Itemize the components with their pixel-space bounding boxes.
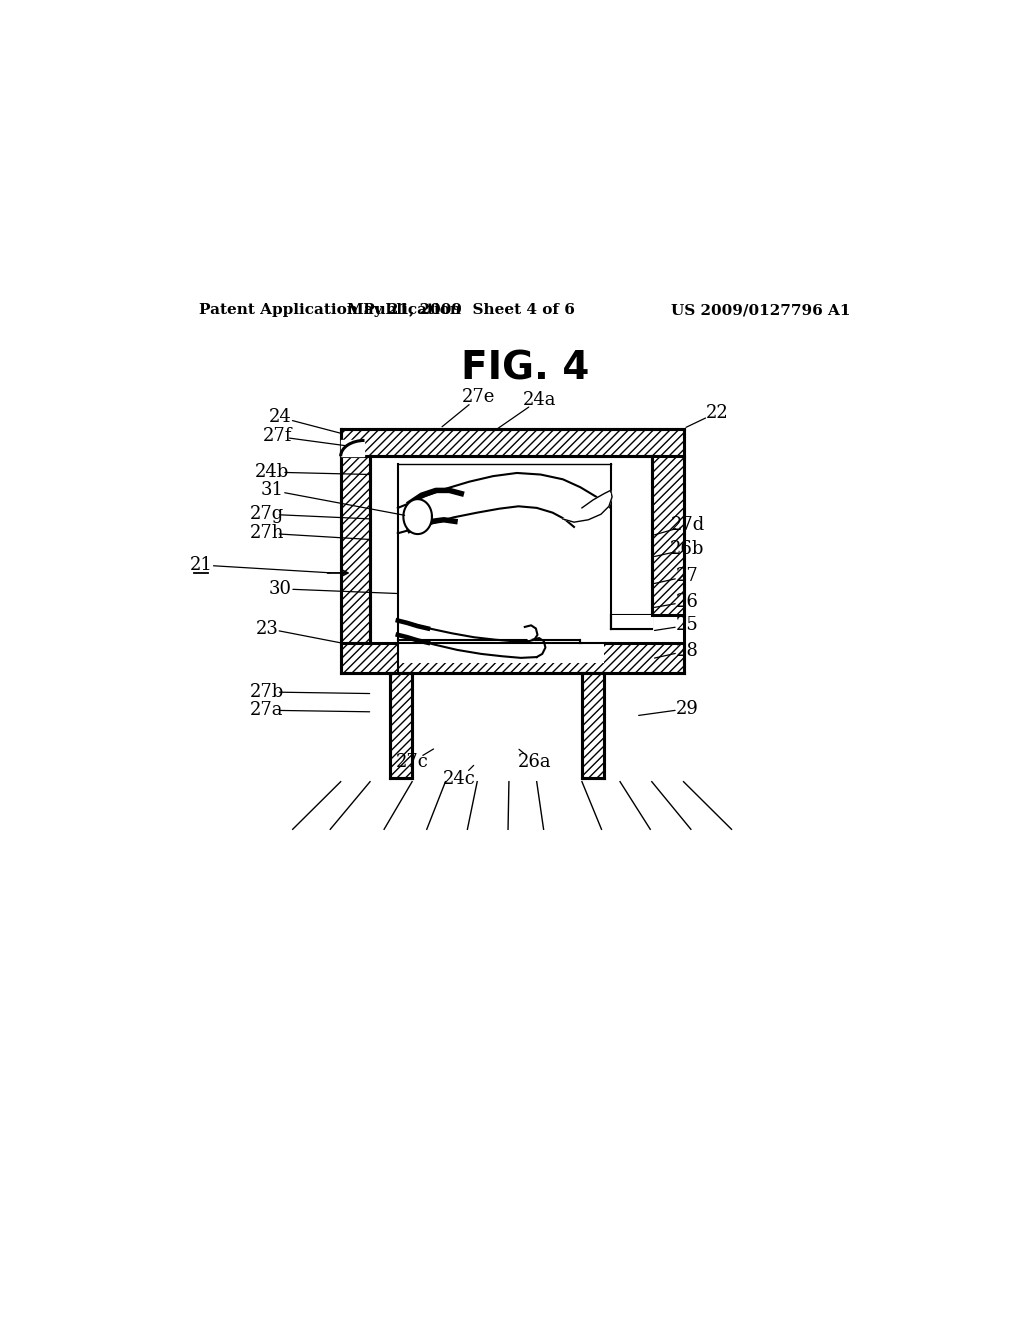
Bar: [397, 620, 581, 643]
Text: 27: 27: [676, 568, 698, 585]
Text: FIG. 4: FIG. 4: [461, 350, 589, 387]
Text: May 21, 2009  Sheet 4 of 6: May 21, 2009 Sheet 4 of 6: [347, 304, 575, 317]
Text: 29: 29: [676, 700, 699, 718]
Polygon shape: [524, 626, 538, 642]
Bar: [341, 457, 370, 643]
Text: 24a: 24a: [522, 391, 556, 409]
Polygon shape: [584, 494, 610, 516]
Text: 26a: 26a: [517, 752, 551, 771]
Text: 27a: 27a: [250, 701, 284, 719]
Bar: [582, 673, 604, 777]
Polygon shape: [563, 491, 612, 523]
Text: 21: 21: [189, 556, 212, 574]
Bar: [652, 457, 684, 615]
Text: 27d: 27d: [671, 516, 705, 535]
Polygon shape: [341, 441, 365, 457]
Text: 24b: 24b: [255, 463, 290, 482]
Bar: [341, 643, 684, 673]
Text: 27g: 27g: [250, 506, 284, 523]
Bar: [341, 457, 370, 643]
Text: 25: 25: [676, 616, 698, 635]
Bar: [652, 457, 684, 615]
Bar: [370, 457, 652, 643]
Text: 27b: 27b: [250, 682, 284, 701]
Text: Patent Application Publication: Patent Application Publication: [200, 304, 462, 317]
Ellipse shape: [403, 499, 432, 535]
Bar: [341, 429, 684, 457]
Text: 26b: 26b: [671, 540, 705, 558]
Text: US 2009/0127796 A1: US 2009/0127796 A1: [671, 304, 850, 317]
Text: 27h: 27h: [250, 524, 284, 543]
Text: 24c: 24c: [443, 771, 476, 788]
Bar: [370, 457, 652, 643]
Text: 24: 24: [269, 408, 292, 426]
Bar: [610, 615, 652, 628]
Text: 27e: 27e: [462, 388, 496, 405]
Bar: [610, 615, 652, 628]
Bar: [582, 673, 604, 777]
Text: 27c: 27c: [395, 752, 429, 771]
Text: 22: 22: [706, 404, 728, 421]
Text: 23: 23: [255, 619, 279, 638]
Text: 30: 30: [269, 579, 292, 598]
Bar: [390, 673, 412, 777]
Text: 31: 31: [261, 482, 284, 499]
Text: 27f: 27f: [262, 428, 292, 445]
Bar: [397, 473, 604, 663]
Bar: [390, 673, 412, 777]
Text: 28: 28: [676, 642, 699, 660]
Bar: [341, 643, 684, 673]
Bar: [610, 615, 652, 628]
Bar: [341, 429, 684, 457]
Text: 26: 26: [676, 593, 699, 611]
